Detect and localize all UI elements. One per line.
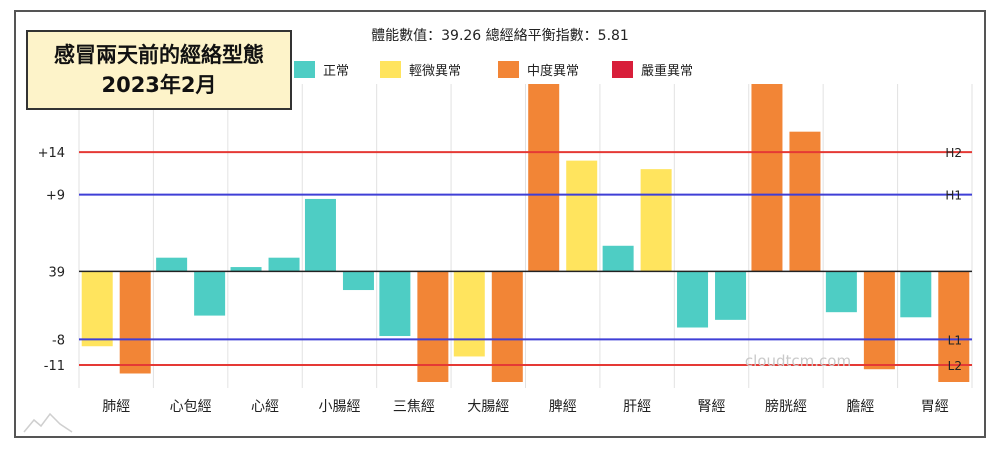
bar-0: [81, 271, 113, 347]
category-label-0: 肺經: [102, 399, 130, 415]
category-label-10: 膽經: [846, 398, 874, 415]
ref-line-label-h1: H1: [945, 189, 962, 203]
bar-15: [640, 169, 672, 272]
y-tick-label-2: 39: [48, 265, 65, 280]
bar-18: [751, 84, 783, 272]
bar-14: [602, 245, 634, 272]
ref-line-label-l1: L1: [948, 333, 962, 347]
bar-12: [528, 84, 560, 272]
watermark-text: cloudtcm.com: [745, 352, 851, 370]
bar-20: [825, 271, 857, 313]
bar-21: [863, 271, 895, 370]
bar-5: [268, 257, 300, 272]
legend-label-2: 中度異常: [527, 63, 579, 79]
ref-line-label-l2: L2: [948, 359, 962, 373]
category-label-4: 三焦經: [393, 399, 435, 415]
bar-13: [566, 160, 598, 272]
bar-16: [677, 271, 709, 328]
y-tick-label-1: +9: [46, 189, 65, 204]
bar-19: [789, 131, 821, 272]
bar-23: [938, 271, 970, 382]
bar-7: [342, 271, 374, 291]
bar-4: [230, 267, 262, 272]
bar-9: [417, 271, 449, 382]
title-line-1: 感冒兩天前的經絡型態: [54, 43, 264, 67]
legend-label-1: 輕微異常: [409, 64, 461, 79]
bar-22: [900, 271, 932, 318]
y-tick-label-4: -11: [44, 359, 65, 374]
category-label-11: 胃經: [921, 399, 949, 415]
legend-swatch-2: [498, 61, 519, 78]
title-line-2: 2023年2月: [101, 73, 217, 97]
vertical-gridlines: [78, 84, 973, 388]
category-label-9: 膀胱經: [765, 398, 807, 415]
category-label-1: 心包經: [170, 399, 212, 415]
x-axis-categories: 肺經 心包經 心經 小腸經 三焦經 大腸經 脾經 肝經 腎經 膀胱經 膽經 胃經: [102, 398, 949, 415]
legend-swatch-1: [380, 61, 401, 78]
chart-legend: 正常 輕微異常 中度異常 嚴重異常: [294, 61, 693, 79]
bar-8: [379, 271, 411, 337]
legend-swatch-3: [612, 61, 633, 78]
bar-10: [453, 271, 485, 357]
category-label-5: 大腸經: [467, 399, 509, 415]
ref-line-label-h2: H2: [945, 146, 962, 160]
legend-label-0: 正常: [323, 64, 349, 79]
y-tick-label-3: -8: [52, 333, 65, 348]
reference-lines: H2 H1 L1 L2: [79, 146, 972, 373]
bar-11: [491, 271, 523, 382]
y-axis-ticks: +14 +9 39 -8 -11: [38, 146, 65, 374]
bar-2: [156, 257, 188, 272]
y-tick-label-0: +14: [38, 146, 65, 161]
chart-subtitle: 體能數值：39.26 總經絡平衡指數：5.81: [371, 27, 629, 44]
category-label-2: 心經: [251, 399, 279, 415]
bar-17: [715, 271, 747, 320]
category-label-3: 小腸經: [318, 399, 360, 415]
legend-label-3: 嚴重異常: [641, 63, 693, 79]
category-label-7: 肝經: [623, 399, 651, 415]
title-box: 感冒兩天前的經絡型態 2023年2月: [26, 30, 292, 110]
category-label-6: 脾經: [549, 399, 577, 415]
bar-3: [194, 271, 226, 316]
legend-swatch-0: [294, 61, 315, 78]
mountain-logo-icon: [23, 412, 73, 433]
bars-group: [81, 84, 970, 382]
bar-6: [304, 198, 336, 272]
category-label-8: 腎經: [698, 399, 726, 415]
bar-1: [119, 271, 151, 374]
